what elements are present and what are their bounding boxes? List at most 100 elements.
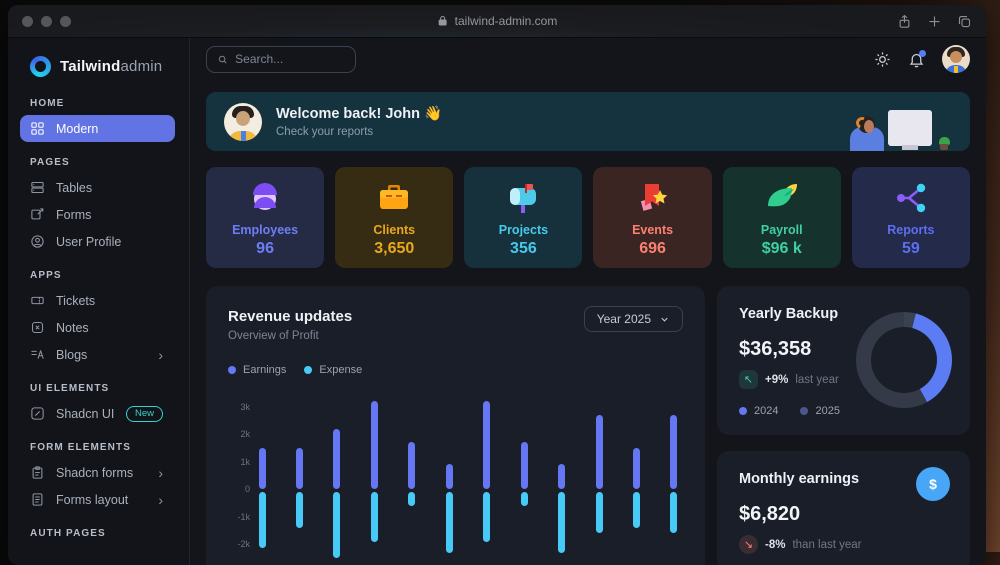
sidebar-item-forms[interactable]: Forms [8, 201, 175, 228]
yearly-delta: +9% [765, 373, 789, 386]
expense-bar[interactable] [670, 492, 678, 534]
stats-row: Employees 96 Clients 3,650 Projects 356 Events… [206, 167, 970, 268]
revenue-card: Revenue updates Overview of Profit Year … [206, 286, 705, 565]
sidebar-item-shadcn-ui[interactable]: Shadcn UI New [8, 400, 175, 427]
monthly-delta-note: than last year [792, 538, 862, 551]
user-avatar[interactable] [942, 45, 970, 73]
welcome-banner: Welcome back! John 👋 Check your reports [206, 92, 970, 151]
wave-emoji: 👋 [424, 106, 443, 122]
expense-bar[interactable] [258, 492, 266, 549]
stat-label: Projects [498, 222, 549, 237]
window-close-button[interactable] [22, 15, 33, 27]
share-icon [891, 178, 931, 218]
expense-bar[interactable] [333, 492, 341, 558]
stat-value: $96 k [761, 239, 802, 257]
sidebar-item-notes[interactable]: Notes [8, 314, 175, 341]
revenue-bar-chart: 3k 2k 1k 0 -1k -2k [228, 390, 683, 565]
welcome-illustration [834, 97, 954, 151]
search-field[interactable] [235, 52, 345, 66]
sidebar-item-modern[interactable]: Modern [20, 115, 175, 142]
earnings-bar[interactable] [483, 401, 491, 489]
stat-card-payroll[interactable]: Payroll $96 k [722, 167, 841, 268]
earnings-bar[interactable] [633, 447, 640, 489]
notifications-bell-icon[interactable] [908, 49, 926, 68]
expense-bar[interactable] [295, 492, 303, 528]
briefcase-icon [374, 178, 414, 218]
earnings-bar[interactable] [558, 464, 566, 489]
earnings-bar[interactable] [333, 428, 341, 489]
sidebar-item-label: Notes [56, 320, 89, 335]
stat-card-employees[interactable]: Employees 96 [206, 167, 325, 268]
earnings-bar[interactable] [408, 442, 416, 489]
year-select-dropdown[interactable]: Year 2025 [583, 306, 683, 332]
revenue-legend: Earnings Expense [228, 364, 683, 376]
chevron-right-icon: › [158, 491, 163, 508]
app-logo[interactable]: Tailwindadmin [8, 52, 189, 83]
expense-bar[interactable] [483, 492, 491, 542]
window-controls [22, 15, 71, 27]
window-maximize-button[interactable] [60, 15, 71, 27]
share-icon[interactable] [897, 14, 912, 29]
mailbox-icon [503, 178, 543, 218]
sidebar-item-tickets[interactable]: Tickets [8, 287, 175, 314]
expense-bar[interactable] [370, 492, 378, 542]
earnings-bar[interactable] [370, 401, 378, 489]
stat-value: 96 [256, 239, 274, 257]
tabs-overview-icon[interactable] [957, 14, 972, 29]
sidebar-section-label: FORM ELEMENTS [30, 442, 131, 453]
expense-bar[interactable] [445, 492, 453, 553]
stat-card-clients[interactable]: Clients 3,650 [335, 167, 454, 268]
ticket-icon [30, 293, 46, 309]
window-minimize-button[interactable] [41, 15, 52, 27]
expense-bar[interactable] [633, 492, 640, 528]
sidebar-item-blogs[interactable]: Blogs › [8, 341, 175, 368]
yearly-delta-note: last year [795, 373, 839, 386]
y-axis-tick: -2k [237, 539, 250, 549]
new-tab-icon[interactable] [927, 14, 942, 29]
stat-card-reports[interactable]: Reports 59 [851, 167, 970, 268]
expense-bar[interactable] [408, 492, 416, 506]
address-bar[interactable]: tailwind-admin.com [437, 14, 558, 28]
earnings-bar[interactable] [295, 447, 303, 489]
sidebar-item-user-profile[interactable]: User Profile [8, 228, 175, 255]
expense-bar[interactable] [520, 492, 528, 506]
earnings-bar[interactable] [595, 414, 603, 489]
sidebar-section-label: AUTH PAGES [30, 528, 106, 539]
earnings-bar[interactable] [445, 464, 453, 489]
chevron-right-icon: › [158, 464, 163, 481]
yearly-legend-item-2024: 2024 [739, 405, 778, 417]
earnings-bar[interactable] [520, 442, 528, 489]
shadcn-icon [30, 406, 46, 422]
sidebar-item-shadcn-forms[interactable]: Shadcn forms › [8, 459, 175, 486]
search-input[interactable] [206, 45, 356, 73]
earnings-bar[interactable] [258, 447, 266, 489]
sidebar-section-label: APPS [30, 270, 62, 281]
trend-down-icon: ↘ [739, 535, 758, 554]
legend-dot [228, 366, 236, 374]
notification-dot [919, 49, 926, 57]
sidebar-item-forms-layout[interactable]: Forms layout › [8, 486, 175, 513]
stat-card-projects[interactable]: Projects 356 [464, 167, 583, 268]
expense-bar[interactable] [558, 492, 566, 553]
ribbon-icon [633, 178, 673, 218]
y-axis-tick: 2k [240, 429, 250, 439]
sidebar-item-tables[interactable]: Tables [8, 174, 175, 201]
dollar-icon[interactable]: $ [916, 467, 950, 501]
logo-text: Tailwindadmin [60, 58, 163, 75]
sidebar-section-label: HOME [30, 98, 65, 109]
expense-bar[interactable] [595, 492, 603, 534]
legend-label: 2025 [815, 405, 840, 417]
earnings-bar[interactable] [670, 414, 678, 489]
sidebar-item-label: Modern [56, 121, 99, 136]
theme-toggle-sun-icon[interactable] [874, 51, 891, 68]
blog-icon [30, 347, 46, 363]
url-text: tailwind-admin.com [454, 14, 558, 28]
sidebar-item-label: Shadcn forms [56, 465, 134, 480]
legend-label: Expense [319, 364, 363, 376]
browser-window: tailwind-admin.com Tailwindadmin HOME Mod… [8, 5, 986, 565]
stat-value: 696 [639, 239, 666, 257]
stat-label: Reports [887, 222, 935, 237]
welcome-subtitle: Check your reports [276, 126, 374, 138]
stat-card-events[interactable]: Events 696 [593, 167, 712, 268]
yearly-donut-chart [856, 312, 952, 408]
